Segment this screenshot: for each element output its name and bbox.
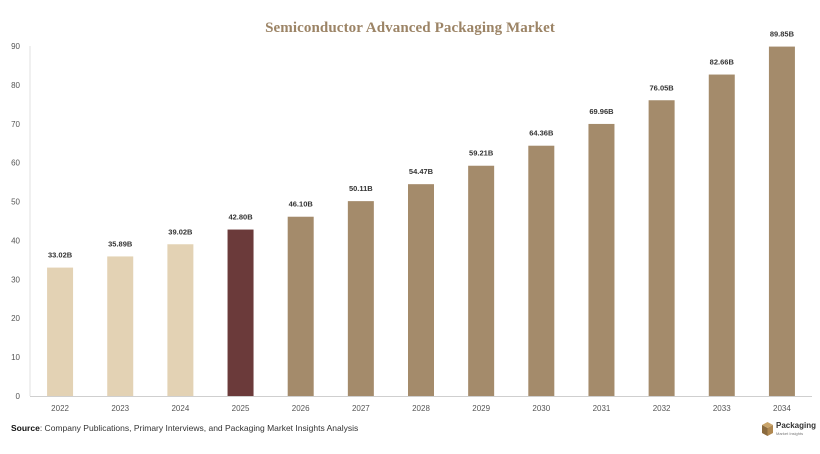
x-tick-label-2025: 2025 (232, 404, 250, 413)
data-label-2034: 89.85B (770, 30, 795, 39)
bar-2034 (768, 46, 795, 396)
bar-2026 (287, 216, 314, 396)
bar-2023 (107, 256, 134, 396)
x-tick-label-2023: 2023 (111, 404, 129, 413)
data-label-2027: 50.11B (349, 184, 373, 193)
source-text: : Company Publications, Primary Intervie… (39, 423, 359, 433)
chart-title: Semiconductor Advanced Packaging Market (265, 20, 555, 36)
x-tick-label-2033: 2033 (713, 404, 731, 413)
data-label-2029: 59.21B (469, 149, 494, 158)
x-tick-label-2022: 2022 (51, 404, 69, 413)
data-label-2022: 33.02B (48, 251, 73, 260)
box-logo-icon (762, 422, 773, 436)
y-tick-label: 90 (11, 42, 20, 51)
y-tick-label: 80 (11, 81, 20, 90)
brand-logo: Packaging Market Insights (762, 420, 820, 442)
x-tick-label-2034: 2034 (773, 404, 791, 413)
data-label-2023: 35.89B (108, 239, 133, 248)
bar-2029 (468, 165, 495, 396)
data-label-2030: 64.36B (529, 129, 554, 138)
y-tick-label: 40 (11, 236, 20, 245)
y-tick-label: 0 (16, 392, 21, 401)
y-tick-label: 20 (11, 314, 20, 323)
data-label-2026: 46.10B (289, 200, 314, 209)
source-label: Source (11, 423, 40, 433)
bar-2022 (47, 267, 74, 396)
logo-name: Packaging (776, 421, 817, 430)
x-tick-label-2027: 2027 (352, 404, 370, 413)
bar-2027 (347, 201, 374, 396)
x-tick-label-2030: 2030 (532, 404, 550, 413)
x-tick-label-2032: 2032 (653, 404, 671, 413)
data-label-2032: 76.05B (650, 83, 675, 92)
x-tick-label-2031: 2031 (593, 404, 611, 413)
x-tick-label-2026: 2026 (292, 404, 310, 413)
data-label-2033: 82.66B (710, 58, 735, 67)
bar-2032 (648, 100, 675, 396)
x-tick-label-2029: 2029 (472, 404, 490, 413)
source-note: Source: Company Publications, Primary In… (11, 423, 358, 433)
bar-2031 (588, 123, 615, 396)
bar-2028 (408, 184, 434, 396)
y-tick-label: 30 (11, 275, 20, 284)
y-tick-label: 70 (11, 120, 20, 129)
bar-2033 (708, 74, 735, 397)
x-tick-label-2028: 2028 (412, 404, 430, 413)
bar-2025 (227, 229, 254, 396)
y-tick-label: 50 (11, 198, 20, 207)
bar-2030 (528, 145, 555, 396)
y-tick-label: 10 (11, 353, 20, 362)
y-tick-label: 60 (11, 159, 20, 168)
data-label-2025: 42.80B (228, 213, 253, 222)
x-tick-label-2024: 2024 (171, 404, 189, 413)
data-label-2028: 54.47B (409, 167, 434, 176)
logo-subtitle: Market Insights (776, 431, 804, 436)
data-label-2031: 69.96B (589, 107, 614, 116)
data-label-2024: 39.02B (168, 227, 193, 236)
bar-2024 (167, 244, 194, 396)
